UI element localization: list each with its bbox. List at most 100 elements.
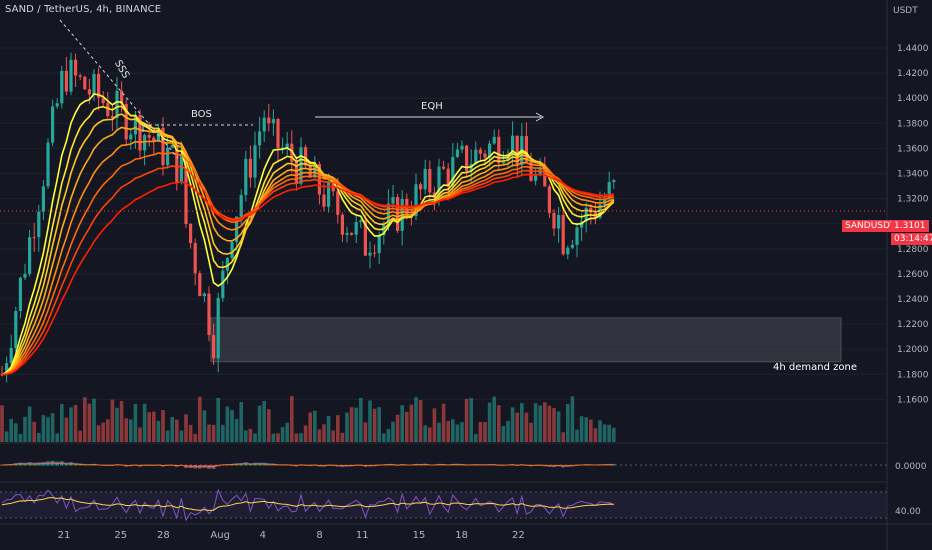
ma-ribbon-line — [1, 93, 615, 376]
volume-bar — [326, 415, 331, 442]
candle-body — [170, 144, 174, 148]
candle-body — [612, 180, 616, 183]
rsi-tick-label: 40.00 — [895, 507, 921, 517]
candle-body — [115, 90, 119, 119]
candle-body — [474, 149, 478, 165]
rsi-line — [1, 488, 615, 522]
candle-body — [239, 194, 243, 217]
volume-bar — [529, 422, 533, 442]
volume-bar — [317, 429, 322, 442]
price-tick-label: 1.2200 — [897, 320, 929, 330]
ma-ribbon-line — [1, 173, 614, 376]
candle-body — [230, 242, 234, 259]
volume-bar — [147, 412, 151, 442]
volume-bar — [570, 396, 575, 442]
candle-body — [511, 135, 515, 154]
volume-bar — [110, 399, 115, 442]
candle-body — [147, 134, 151, 138]
candle-body — [101, 97, 105, 104]
volume-bar — [23, 416, 27, 442]
volume-bar — [18, 433, 23, 442]
candle-body — [336, 191, 340, 215]
volume-bar — [382, 433, 386, 442]
volume-bar — [474, 433, 478, 442]
candle-body — [175, 144, 179, 183]
volume-bar — [225, 406, 230, 442]
volume-bar — [207, 424, 211, 442]
candle-body — [373, 252, 377, 254]
volume-bar — [566, 404, 570, 442]
candle-body — [248, 158, 252, 178]
volume-bar — [515, 412, 519, 442]
volume-bar — [202, 410, 207, 442]
candle-body — [60, 70, 64, 104]
candle-body — [97, 74, 101, 98]
volume-bar — [423, 425, 427, 442]
candle-body — [83, 76, 87, 90]
candle-body — [465, 145, 469, 172]
candle-body — [340, 214, 344, 235]
candle-body — [41, 186, 45, 212]
candle-body — [281, 147, 285, 149]
candle-body — [294, 161, 298, 184]
volume-bar — [589, 419, 593, 442]
volume-bar — [280, 427, 285, 442]
symbol-header: SAND / TetherUS, 4h, BINANCE — [5, 4, 162, 15]
candle-body — [442, 166, 446, 169]
candle-body — [382, 224, 386, 236]
time-tick-label: 18 — [455, 530, 468, 541]
candle-body — [478, 149, 482, 154]
candle-body — [271, 119, 275, 124]
volume-bar — [441, 403, 446, 442]
candle-body — [570, 244, 574, 248]
macd-histogram-bar — [612, 464, 616, 466]
volume-bar — [446, 421, 450, 442]
candle-body — [138, 114, 142, 151]
candle-body — [575, 227, 579, 245]
candle-body — [18, 277, 22, 311]
candle-body — [607, 182, 611, 199]
volume-bar — [4, 431, 9, 442]
volume-bar — [322, 424, 326, 442]
volume-bar — [14, 423, 18, 442]
candle-body — [244, 158, 248, 195]
volume-bar — [257, 405, 262, 442]
candle-body — [437, 166, 441, 198]
volume-bar — [0, 405, 4, 442]
volume-bar — [294, 433, 299, 442]
volume-bar — [60, 404, 64, 442]
volume-bar — [55, 433, 59, 442]
volume-bar — [598, 420, 602, 442]
price-tick-label: 1.3800 — [897, 119, 929, 129]
volume-bar — [211, 424, 216, 442]
candle-body — [28, 237, 32, 274]
eqh-arrow — [535, 112, 545, 122]
volume-bar — [276, 433, 280, 442]
volume-bar — [359, 397, 363, 442]
volume-bar — [460, 422, 464, 442]
candle-body — [285, 143, 289, 148]
candle-body — [0, 374, 4, 376]
volume-bar — [221, 424, 225, 442]
volume-bar — [244, 430, 248, 442]
volume-bar — [138, 427, 142, 442]
price-tick-label: 1.3600 — [897, 144, 929, 154]
price-tick-label: 1.2600 — [897, 270, 929, 280]
sss-trendline — [59, 19, 179, 159]
volume-bar — [129, 419, 133, 442]
volume-bar — [533, 403, 538, 442]
candle-body — [543, 167, 547, 187]
time-tick-label: 28 — [157, 530, 170, 541]
candle-body — [74, 59, 78, 76]
price-tick-label: 1.2800 — [897, 245, 929, 255]
volume-bar — [405, 411, 409, 442]
candle-body — [561, 214, 565, 255]
countdown-tag: 03:14:47 — [891, 233, 932, 245]
rsi-ma-line — [1, 497, 614, 511]
volume-bar — [248, 428, 253, 442]
volume-bar — [556, 411, 561, 442]
volume-bar — [152, 411, 156, 442]
volume-bar — [579, 416, 584, 442]
